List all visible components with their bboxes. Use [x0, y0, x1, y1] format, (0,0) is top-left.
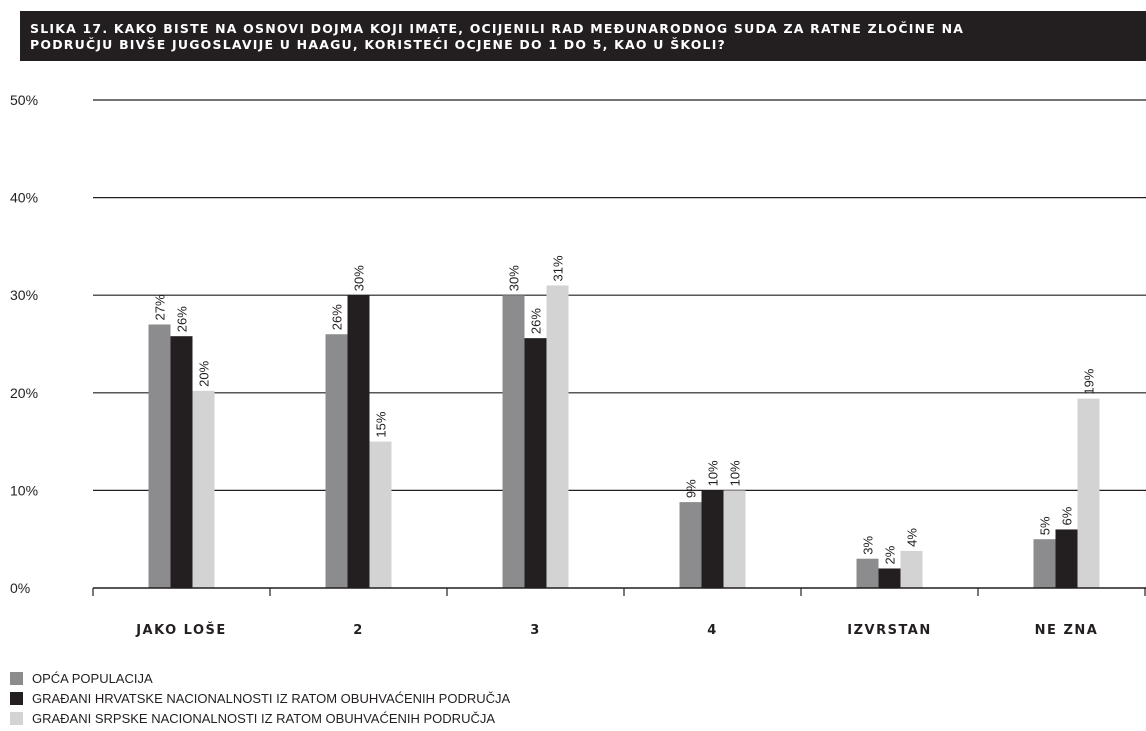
legend-item-opca-populacija: OPĆA POPULACIJA	[10, 668, 510, 688]
bar-4-series-2	[900, 550, 923, 588]
y-tick-label-10: 10%	[10, 482, 38, 498]
bar-5-series-2	[1077, 398, 1100, 588]
bar-3-series-0	[679, 502, 702, 588]
data-label-1-series-0: 26%	[330, 304, 345, 330]
data-label-0-series-2: 20%	[197, 360, 212, 386]
data-label-5-series-2: 19%	[1082, 368, 1097, 394]
data-label-0-series-1: 26%	[175, 306, 190, 332]
legend-label-opca-populacija: OPĆA POPULACIJA	[32, 670, 153, 686]
legend-label-hrvatske-nacionalnosti: GRAĐANI HRVATSKE NACIONALNOSTI IZ RATOM …	[32, 690, 511, 706]
data-label-3-series-0: 9%	[684, 479, 699, 498]
bar-1-series-1	[347, 295, 370, 588]
category-label-0: JAKO LOŠE	[135, 622, 227, 638]
legend: OPĆA POPULACIJA GRAĐANI HRVATSKE NACIONA…	[10, 668, 510, 728]
legend-swatch-hrvatske-nacionalnosti	[10, 691, 23, 705]
legend-swatch-opca-populacija	[10, 671, 23, 685]
data-label-2-series-2: 31%	[551, 255, 566, 281]
category-label-5: NE ZNA	[1035, 623, 1099, 638]
data-label-5-series-1: 6%	[1060, 506, 1075, 525]
legend-label-srpske-nacionalnosti: GRAĐANI SRPSKE NACIONALNOSTI IZ RATOM OB…	[32, 710, 496, 726]
bar-2-series-0	[502, 295, 525, 588]
data-label-4-series-0: 3%	[861, 535, 876, 554]
bar-4-series-1	[878, 568, 901, 588]
bar-1-series-2	[369, 441, 392, 588]
chart-title-line-1: SLIKA 17. KAKO BISTE NA OSNOVI DOJMA KOJ…	[30, 21, 965, 36]
chart-title: SLIKA 17. KAKO BISTE NA OSNOVI DOJMA KOJ…	[20, 11, 1146, 61]
y-tick-label-50: 50%	[10, 92, 38, 108]
chart-title-line-2: PODRUČJU BIVŠE JUGOSLAVIJE U HAAGU, KORI…	[30, 37, 727, 52]
bar-0-series-1	[170, 336, 193, 588]
legend-item-hrvatske-nacionalnosti: GRAĐANI HRVATSKE NACIONALNOSTI IZ RATOM …	[10, 688, 510, 708]
y-tick-label-20: 20%	[10, 385, 38, 401]
legend-item-srpske-nacionalnosti: GRAĐANI SRPSKE NACIONALNOSTI IZ RATOM OB…	[10, 708, 510, 728]
data-label-5-series-0: 5%	[1038, 516, 1053, 535]
data-label-0-series-0: 27%	[153, 294, 168, 320]
data-label-4-series-2: 4%	[905, 528, 920, 547]
bar-2-series-1	[524, 338, 547, 588]
data-label-1-series-1: 30%	[352, 265, 367, 291]
category-label-3: 4	[707, 623, 718, 638]
y-tick-label-0: 0%	[10, 580, 30, 596]
bar-0-series-0	[148, 324, 171, 588]
data-label-2-series-0: 30%	[507, 265, 522, 291]
bar-3-series-2	[723, 490, 746, 588]
y-tick-label-30: 30%	[10, 287, 38, 303]
bar-4-series-0	[856, 558, 879, 588]
category-label-1: 2	[353, 623, 364, 638]
y-tick-label-40: 40%	[10, 190, 38, 206]
bar-3-series-1	[701, 490, 724, 588]
bar-5-series-1	[1055, 529, 1078, 588]
data-label-1-series-2: 15%	[374, 411, 389, 437]
bar-2-series-2	[546, 285, 569, 588]
data-label-3-series-1: 10%	[706, 460, 721, 486]
bar-0-series-2	[192, 390, 215, 588]
category-label-2: 3	[530, 623, 541, 638]
data-label-3-series-2: 10%	[728, 460, 743, 486]
bar-1-series-0	[325, 334, 348, 588]
data-label-2-series-1: 26%	[529, 308, 544, 334]
data-label-4-series-1: 2%	[883, 545, 898, 564]
legend-swatch-srpske-nacionalnosti	[10, 711, 23, 725]
bar-5-series-0	[1033, 539, 1056, 588]
category-label-4: IZVRSTAN	[847, 623, 932, 638]
